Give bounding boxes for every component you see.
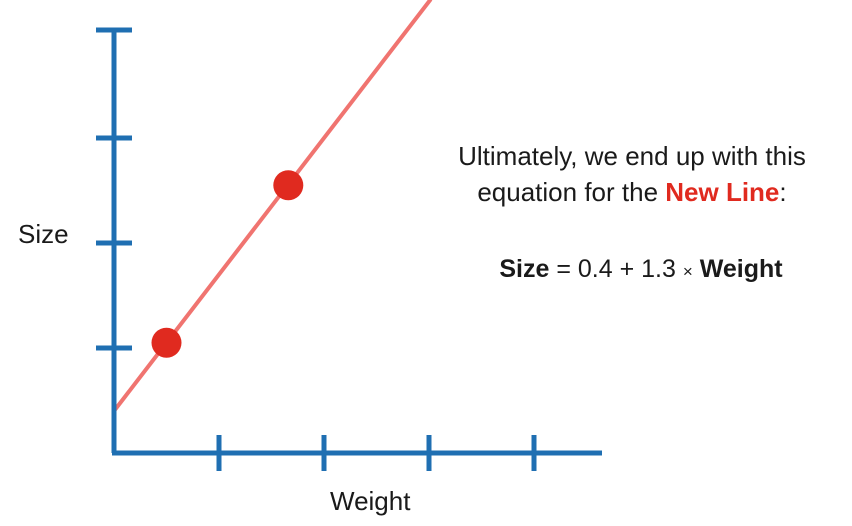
equation-rhs: Weight [699,255,783,283]
y-axis-label: Size [18,219,69,249]
caption-text: Ultimately, we end up with this equation… [412,138,852,210]
caption-line-2: equation for the New Line: [412,174,852,210]
caption-line-1: Ultimately, we end up with this [458,141,806,171]
caption-prefix: equation for the [477,177,666,207]
x-axis-label: Weight [330,486,411,516]
equation-lhs: Size [499,255,550,283]
equation-middle: = 0.4 + 1.3 [549,255,683,283]
new-line-highlight: New Line [665,177,780,207]
equation: Size = 0.4 + 1.3 × Weight [446,255,836,284]
data-point [151,327,182,358]
data-point [273,170,304,201]
caption-suffix: : [779,177,787,207]
equation-times: × [682,262,693,281]
